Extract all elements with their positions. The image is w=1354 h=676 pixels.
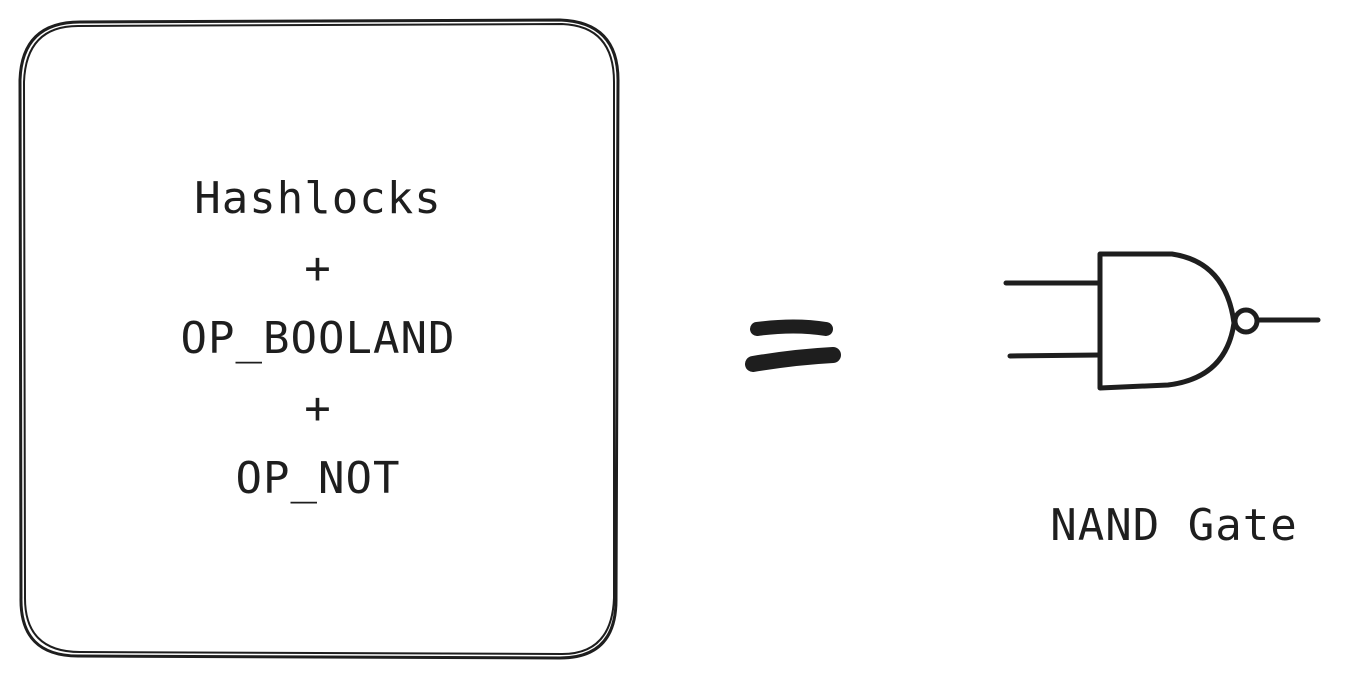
nand-gate-icon: [1003, 251, 1321, 391]
equals-icon: [745, 319, 841, 372]
box-line-hashlocks: Hashlocks: [194, 173, 441, 224]
composition-box: [18, 18, 620, 660]
box-line-plus-2: +: [304, 383, 332, 434]
box-line-plus-1: +: [304, 243, 332, 294]
box-line-op-booland: OP_BOOLAND: [181, 313, 456, 364]
gate-label: NAND Gate: [1050, 500, 1297, 551]
box-line-op-not: OP_NOT: [236, 453, 401, 504]
